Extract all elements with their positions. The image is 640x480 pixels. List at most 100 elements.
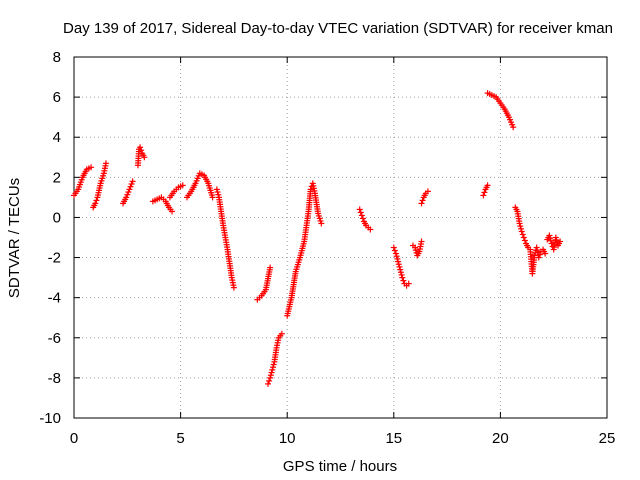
y-tick-label: 8	[53, 49, 61, 66]
data-point	[102, 160, 109, 167]
data-point	[418, 200, 425, 207]
data-point	[123, 194, 130, 201]
data-point	[398, 271, 405, 278]
data-point	[267, 264, 274, 271]
data-point	[141, 154, 148, 161]
data-point	[209, 194, 216, 201]
x-tick-label: 5	[176, 430, 184, 447]
data-point	[405, 280, 412, 287]
data-point	[137, 144, 144, 151]
data-point	[418, 238, 425, 245]
data-point	[92, 200, 99, 207]
data-point	[267, 374, 274, 381]
data-point	[519, 231, 526, 238]
data-point	[419, 197, 426, 204]
grid-layer	[74, 57, 607, 418]
data-point	[169, 208, 176, 215]
data-point	[269, 364, 276, 371]
y-tick-label: 6	[53, 89, 61, 106]
data-point	[128, 181, 135, 188]
data-point	[270, 361, 277, 368]
data-point	[557, 238, 564, 245]
tick-layer: 0 5 10 15 20 25 -10 -8 -6 -4 -2 0 2 4 6 8	[39, 49, 615, 447]
data-point	[521, 237, 528, 244]
x-tick-label: 25	[599, 430, 616, 447]
data-point	[399, 274, 406, 281]
data-point	[481, 189, 488, 196]
data-point	[518, 228, 525, 235]
data-point	[396, 263, 403, 270]
data-point	[267, 372, 274, 379]
data-point	[546, 232, 553, 239]
y-tick-label: 4	[53, 129, 61, 146]
data-point	[536, 251, 543, 258]
data-point	[400, 277, 407, 284]
data-point	[516, 220, 523, 227]
data-point	[395, 261, 402, 268]
data-point	[510, 124, 517, 131]
data-point	[318, 220, 325, 227]
data-point	[397, 269, 404, 276]
data-point	[307, 186, 314, 193]
x-tick-label: 0	[70, 430, 78, 447]
data-point	[542, 250, 549, 257]
y-tick-label: -10	[39, 410, 61, 427]
data-point	[535, 254, 542, 261]
data-point	[88, 164, 95, 171]
data-point	[484, 182, 491, 189]
y-tick-label: 2	[53, 169, 61, 186]
data-point	[553, 237, 560, 244]
data-point	[518, 225, 525, 232]
data-point	[390, 244, 397, 251]
x-tick-label: 20	[492, 430, 509, 447]
data-point	[547, 235, 554, 242]
data-point	[126, 186, 133, 193]
x-axis-title: GPS time / hours	[283, 458, 397, 475]
data-point	[230, 284, 237, 291]
data-point	[424, 188, 431, 195]
plot-frame	[73, 56, 608, 419]
data-point	[395, 258, 402, 265]
data-point	[393, 253, 400, 260]
data-point	[547, 237, 554, 244]
data-point	[359, 215, 366, 222]
data-point	[127, 183, 134, 190]
data-point	[213, 186, 220, 193]
data-point	[268, 369, 275, 376]
y-tick-label: -2	[48, 250, 61, 267]
data-point	[394, 255, 401, 262]
y-tick-label: 0	[53, 209, 61, 226]
data-point	[266, 377, 273, 384]
data-point	[367, 226, 374, 233]
data-point	[265, 380, 272, 387]
data-point	[93, 197, 100, 204]
data-point	[358, 212, 365, 219]
data-point	[278, 330, 285, 337]
data-point	[397, 266, 404, 273]
data-point	[356, 206, 363, 213]
x-tick-label: 15	[385, 430, 402, 447]
data-points	[71, 90, 564, 387]
data-point	[412, 244, 419, 251]
data-point	[124, 191, 131, 198]
data-point	[548, 240, 555, 247]
data-point	[138, 147, 145, 154]
y-tick-label: -6	[48, 330, 61, 347]
data-point	[517, 223, 524, 230]
y-tick-label: -8	[48, 370, 61, 387]
data-point	[552, 234, 559, 241]
data-point	[520, 234, 527, 241]
y-axis-title: SDTVAR / TECUs	[6, 178, 23, 298]
x-tick-label: 10	[279, 430, 296, 447]
data-point	[129, 178, 136, 185]
data-point	[269, 366, 276, 373]
data-point	[215, 191, 222, 198]
data-point	[412, 247, 419, 254]
y-tick-label: -4	[48, 290, 61, 307]
data-point	[391, 247, 398, 254]
data-point	[357, 209, 364, 216]
chart-title: Day 139 of 2017, Sidereal Day-to-day VTE…	[63, 20, 613, 37]
data-point	[480, 192, 487, 199]
data-point	[392, 250, 399, 257]
